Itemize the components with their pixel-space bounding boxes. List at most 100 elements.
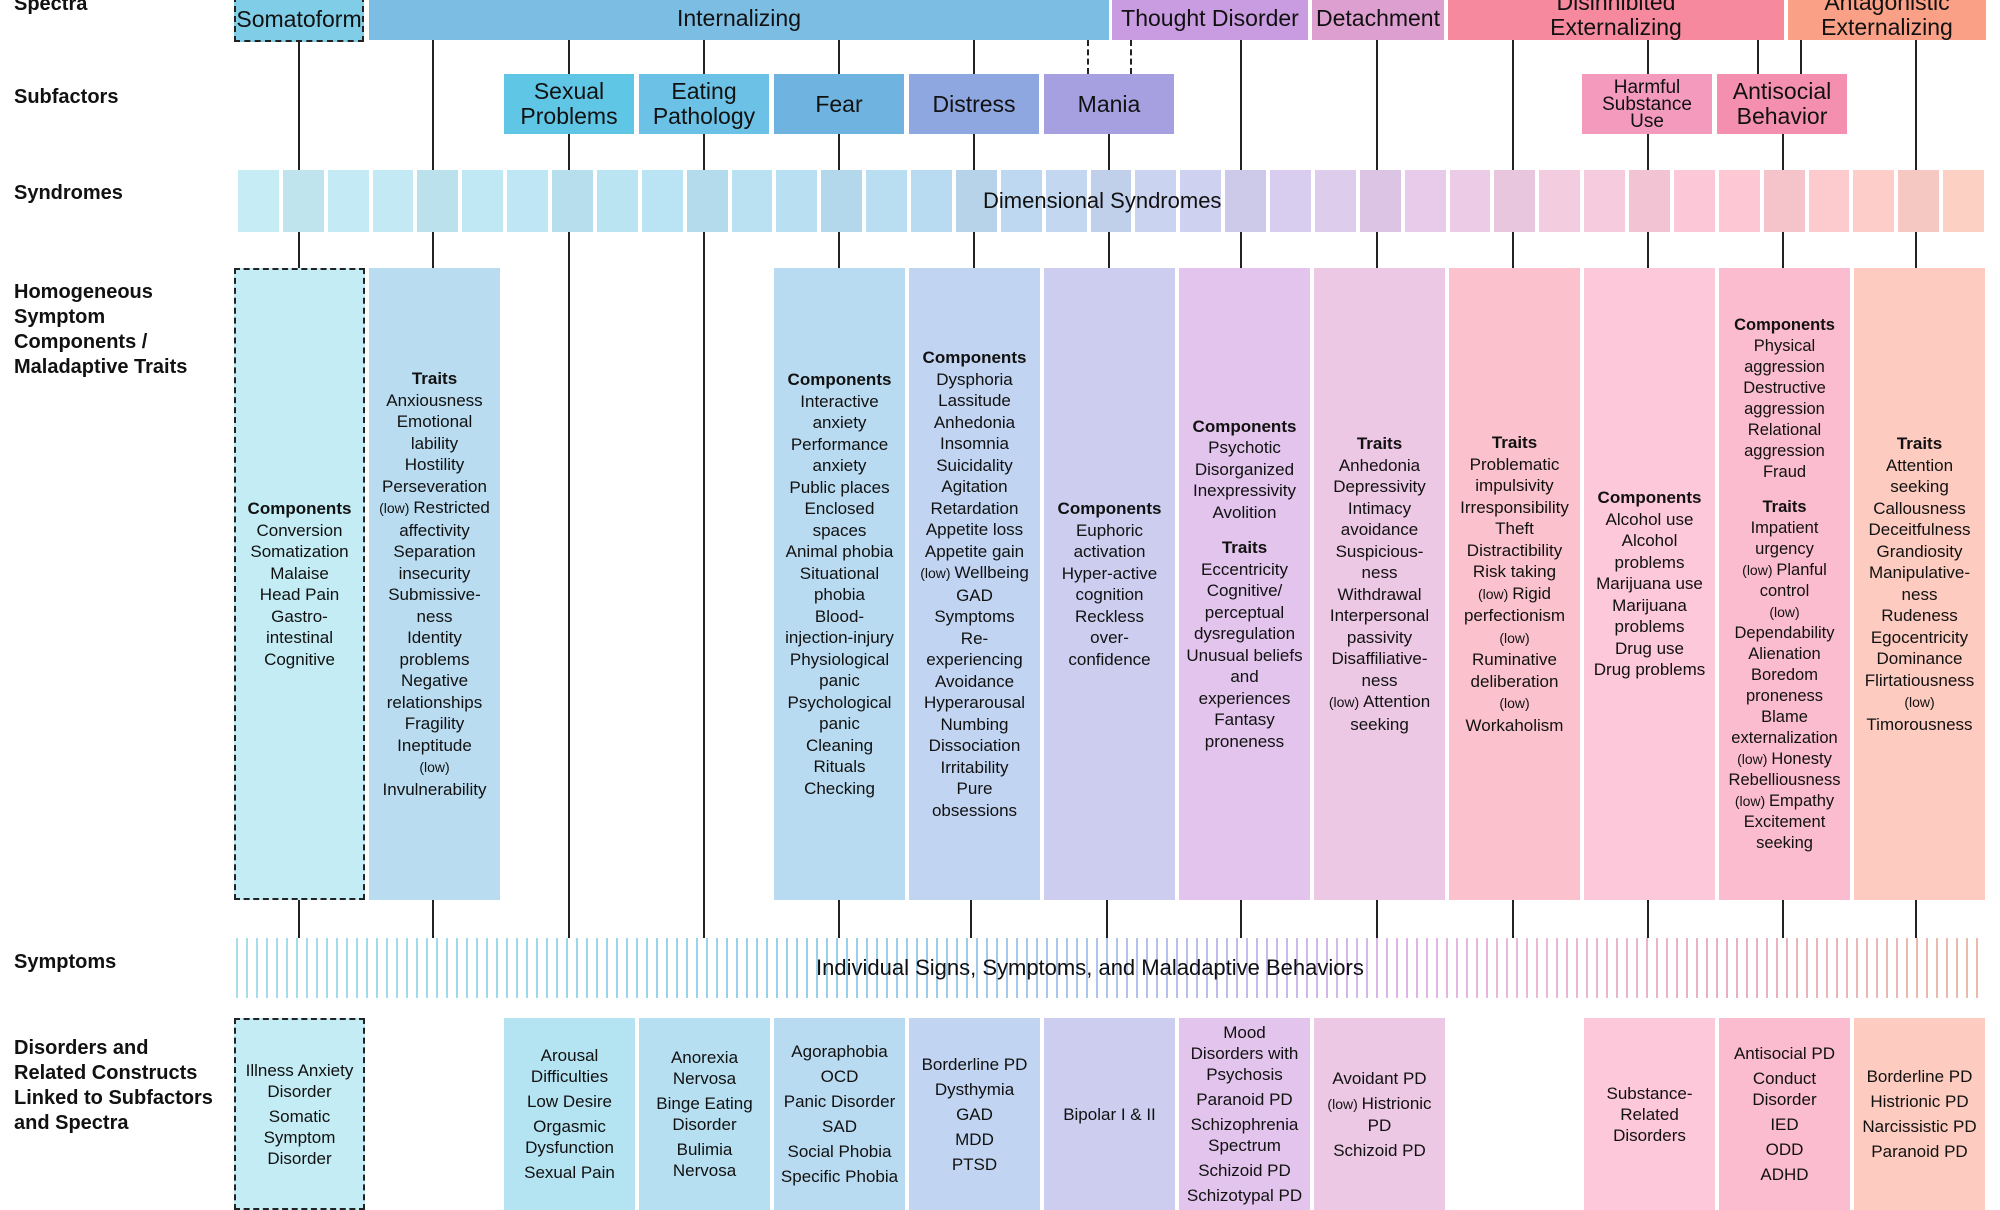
section-heading: Components (1597, 488, 1702, 508)
component-item: Somatization (250, 542, 349, 561)
symptom-stripe (1246, 938, 1248, 998)
component-item: (low) Rigid perfectionism (1463, 583, 1566, 626)
component-item: Hostility (404, 455, 465, 474)
syndrome-cell (1898, 170, 1940, 232)
symptom-stripe (276, 938, 278, 998)
symptom-stripe (1636, 938, 1638, 998)
component-item: Cognitive/ perceptual dysregulation (1193, 581, 1296, 644)
symptom-stripe (1896, 938, 1898, 998)
connector-line (838, 900, 840, 938)
symptom-stripe (1066, 938, 1068, 998)
symptom-stripe (1616, 938, 1618, 998)
disorders-column-sexual: Arousal Difficulties Low Desire Orgasmic D… (504, 1018, 635, 1210)
connector-line (432, 40, 434, 170)
symptom-stripe (1026, 938, 1028, 998)
symptom-stripe (246, 938, 248, 998)
syndrome-cell (776, 170, 818, 232)
symptom-stripe (606, 938, 608, 998)
component-item: Interpersonal passivity (1329, 606, 1430, 647)
connector-line (970, 900, 972, 938)
syndrome-cell (1000, 170, 1042, 232)
component-item: Fantasy proneness (1204, 710, 1285, 751)
component-item: Blame externalization (1731, 707, 1838, 747)
syndrome-cell (1180, 170, 1222, 232)
component-item: Anxiousness (386, 390, 483, 410)
subfactor-antisocial-behavior: Antisocial Behavior (1717, 74, 1847, 134)
component-item: Psychological panic (787, 692, 892, 734)
section-heading: Components (922, 348, 1027, 367)
symptom-stripe (1726, 938, 1728, 998)
syndrome-cell (1359, 170, 1401, 232)
component-item: Depressivity (1333, 477, 1426, 496)
disorder-item: Mood Disorders with Psychosis (1190, 1023, 1299, 1084)
component-item: Drug problems (1593, 660, 1706, 680)
components-column-somatoform: Components Conversion Somatization Malaise H… (234, 268, 365, 900)
disorder-item: GAD (956, 1104, 993, 1124)
component-item: Callousness (1873, 498, 1966, 518)
symptom-stripe (1306, 938, 1308, 998)
dimensional-syndromes-label: Dimensional Syndromes (983, 188, 1222, 213)
symptom-stripe (1496, 938, 1498, 998)
symptom-stripe (1576, 938, 1578, 998)
symptom-stripe (286, 938, 288, 998)
symptom-stripe (1156, 938, 1158, 998)
disorders-column-substance: Substance- Related Disorders (1584, 1018, 1715, 1210)
component-item: Conversion (256, 520, 343, 540)
component-item: Identity problems (399, 628, 470, 669)
disorder-item: IED (1770, 1115, 1799, 1134)
symptom-stripe (656, 938, 658, 998)
symptom-stripe (1086, 938, 1088, 998)
syndrome-cell (955, 170, 997, 232)
symptom-stripe (426, 938, 428, 998)
symptom-stripe (366, 938, 368, 998)
connector-line (1240, 900, 1242, 938)
syndrome-cell (1943, 170, 1984, 232)
symptom-stripe (1836, 938, 1838, 998)
symptom-stripe (1056, 938, 1058, 998)
syndrome-cell (1314, 170, 1356, 232)
connector-line (1240, 40, 1242, 170)
connector-line (1647, 900, 1649, 938)
syndrome-cell (1584, 170, 1625, 232)
disorder-item: Orgasmic Dysfunction (525, 1117, 614, 1157)
component-item: Irresponsibility (1460, 497, 1569, 517)
symptom-stripe (1446, 938, 1448, 998)
symptom-stripe (1406, 938, 1408, 998)
syndrome-cell (1494, 170, 1536, 232)
disorder-item: Schizoid PD (1198, 1161, 1291, 1180)
syndrome-cell (1135, 170, 1177, 232)
section-heading: Components (1734, 315, 1835, 334)
component-item: Submissive- ness (388, 585, 481, 626)
symptom-stripe (1226, 938, 1228, 998)
symptom-stripe (1696, 938, 1698, 998)
component-item: (low) Planful control (1742, 560, 1827, 600)
symptom-stripe (746, 938, 748, 998)
disorders-column-mania: Bipolar I & II (1044, 1018, 1175, 1210)
disorder-item: Substance- Related Disorders (1606, 1083, 1693, 1145)
syndrome-cell (911, 170, 952, 232)
spectrum-disinhibited-externalizing: Disinhibited Externalizing (1448, 0, 1784, 40)
symptom-stripe (1936, 938, 1938, 998)
symptom-stripe (1666, 938, 1668, 998)
symptom-stripe (1656, 938, 1658, 998)
symptom-stripe (1606, 938, 1608, 998)
symptom-stripe (1046, 938, 1048, 998)
symptom-stripe (906, 938, 908, 998)
component-item: Cleaning (805, 735, 874, 755)
component-item: Gastro- intestinal (265, 606, 334, 648)
symptom-stripe (566, 938, 568, 998)
component-item: Perseveration (382, 476, 487, 496)
disorder-item: Avoidant PD (1332, 1068, 1427, 1088)
connector-line (703, 134, 705, 170)
syndrome-cell (596, 170, 638, 232)
component-item: (low) Workaholism (1465, 695, 1564, 735)
connector-line (1108, 232, 1110, 268)
component-item: Distractibility (1466, 540, 1563, 560)
symptom-stripe (676, 938, 678, 998)
connector-line (973, 134, 975, 170)
symptom-stripe (996, 938, 998, 998)
symptom-stripe (1626, 938, 1628, 998)
syndrome-cell (1045, 170, 1087, 232)
connector-line (1106, 900, 1108, 938)
symptoms-band (236, 938, 1986, 998)
